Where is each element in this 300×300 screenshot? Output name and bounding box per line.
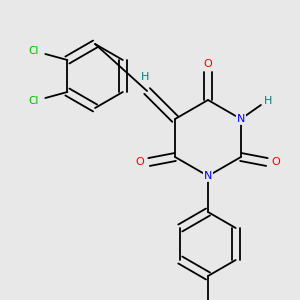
Text: O: O (272, 157, 280, 167)
Text: O: O (204, 59, 212, 69)
Text: N: N (204, 171, 212, 181)
Text: H: H (141, 72, 149, 82)
Text: O: O (136, 157, 145, 167)
Text: N: N (237, 114, 245, 124)
Text: H: H (264, 96, 272, 106)
Text: Cl: Cl (28, 96, 39, 106)
Text: Cl: Cl (28, 46, 39, 56)
